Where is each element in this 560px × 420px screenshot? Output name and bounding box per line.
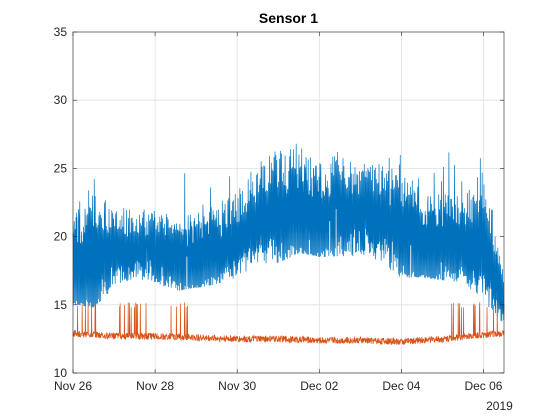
x-tick-label: Dec 04 (382, 379, 420, 393)
x-tick-label: Dec 06 (464, 379, 502, 393)
plot-area (72, 31, 505, 374)
x-tick-labels: Nov 26 Nov 28 Nov 30 Dec 02 Dec 04 Dec 06 (54, 379, 503, 393)
x-tick-label: Nov 30 (218, 379, 256, 393)
x-tick-label: Nov 28 (136, 379, 174, 393)
x-tick-label: Nov 26 (54, 379, 92, 393)
y-tick-label: 25 (54, 161, 68, 175)
y-tick-label: 20 (54, 230, 68, 244)
series-1-line (72, 143, 505, 322)
axes-box (72, 31, 505, 374)
x-tick-label: Dec 02 (300, 379, 338, 393)
y-tick-labels: 10 15 20 25 30 35 (54, 25, 68, 380)
series-layer (72, 143, 505, 346)
tick-marks (72, 31, 504, 374)
y-tick-label: 30 (54, 93, 68, 107)
y-tick-label: 10 (54, 366, 68, 380)
x-axis-year-label: 2019 (486, 399, 513, 413)
chart-title: Sensor 1 (259, 10, 318, 26)
series-2-line (72, 302, 505, 346)
y-tick-label: 35 (54, 25, 68, 39)
y-tick-label: 15 (54, 298, 68, 312)
